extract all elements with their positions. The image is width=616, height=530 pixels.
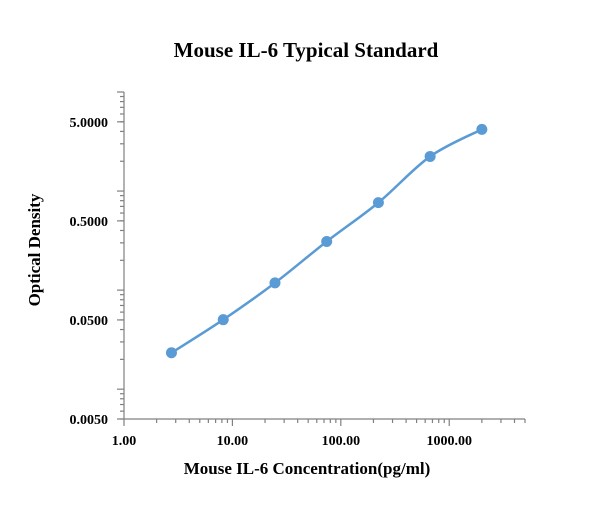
data-point [165,347,177,359]
x-axis-label: Mouse IL-6 Concentration(pg/ml) [184,459,430,478]
y-tick-label: 0.5000 [70,215,109,230]
data-point [424,150,436,162]
data-point [321,235,333,247]
y-tick-label: 0.0050 [70,413,109,428]
axes: 1.00 10.00 100.00 1000.00 0.0050 0.0500 0.5000… [70,91,526,449]
y-axis-label: Optical Density [25,193,44,306]
y-tick-label: 0.0500 [70,314,109,329]
data-point [476,123,488,135]
x-tick-label: 1.00 [112,434,137,449]
y-tick-label: 5.0000 [70,116,109,131]
x-tick-label: 10.00 [217,434,249,449]
chart-title: Mouse IL-6 Typical Standard [174,38,439,62]
data-point [217,314,229,326]
x-tick-label: 1000.00 [426,434,472,449]
data-point [269,277,281,289]
x-tick-label: 100.00 [322,434,361,449]
plot-area [165,123,488,359]
data-point [372,197,384,209]
